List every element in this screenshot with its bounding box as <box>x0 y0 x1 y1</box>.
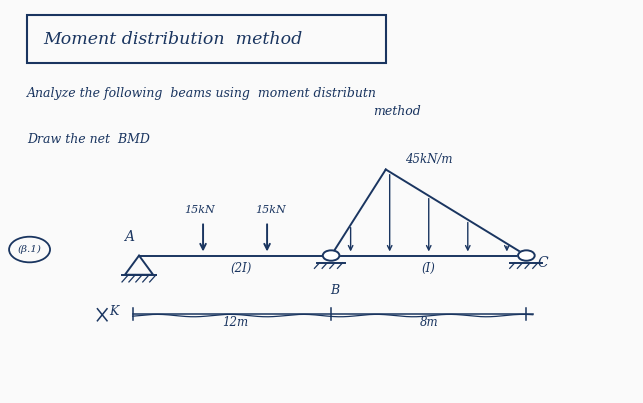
Text: (β.1): (β.1) <box>17 245 42 254</box>
Text: 15kN: 15kN <box>255 205 285 215</box>
Text: 45kN/m: 45kN/m <box>405 153 453 166</box>
Text: A: A <box>125 231 134 244</box>
Text: 15kN: 15kN <box>185 205 215 215</box>
Text: Analyze the following  beams using  moment distributn: Analyze the following beams using moment… <box>27 87 377 100</box>
Text: K: K <box>109 305 118 318</box>
Circle shape <box>518 250 535 261</box>
Text: (2I): (2I) <box>231 262 252 274</box>
Text: 8m: 8m <box>419 316 438 329</box>
Circle shape <box>323 250 340 261</box>
Text: Moment distribution  method: Moment distribution method <box>43 31 302 48</box>
Text: method: method <box>373 105 421 118</box>
Text: C: C <box>538 256 548 270</box>
Text: (I): (I) <box>422 262 436 274</box>
Bar <box>27 15 386 63</box>
Text: B: B <box>330 284 339 297</box>
Text: Draw the net  BMD: Draw the net BMD <box>27 133 150 146</box>
Text: 12m: 12m <box>222 316 248 329</box>
